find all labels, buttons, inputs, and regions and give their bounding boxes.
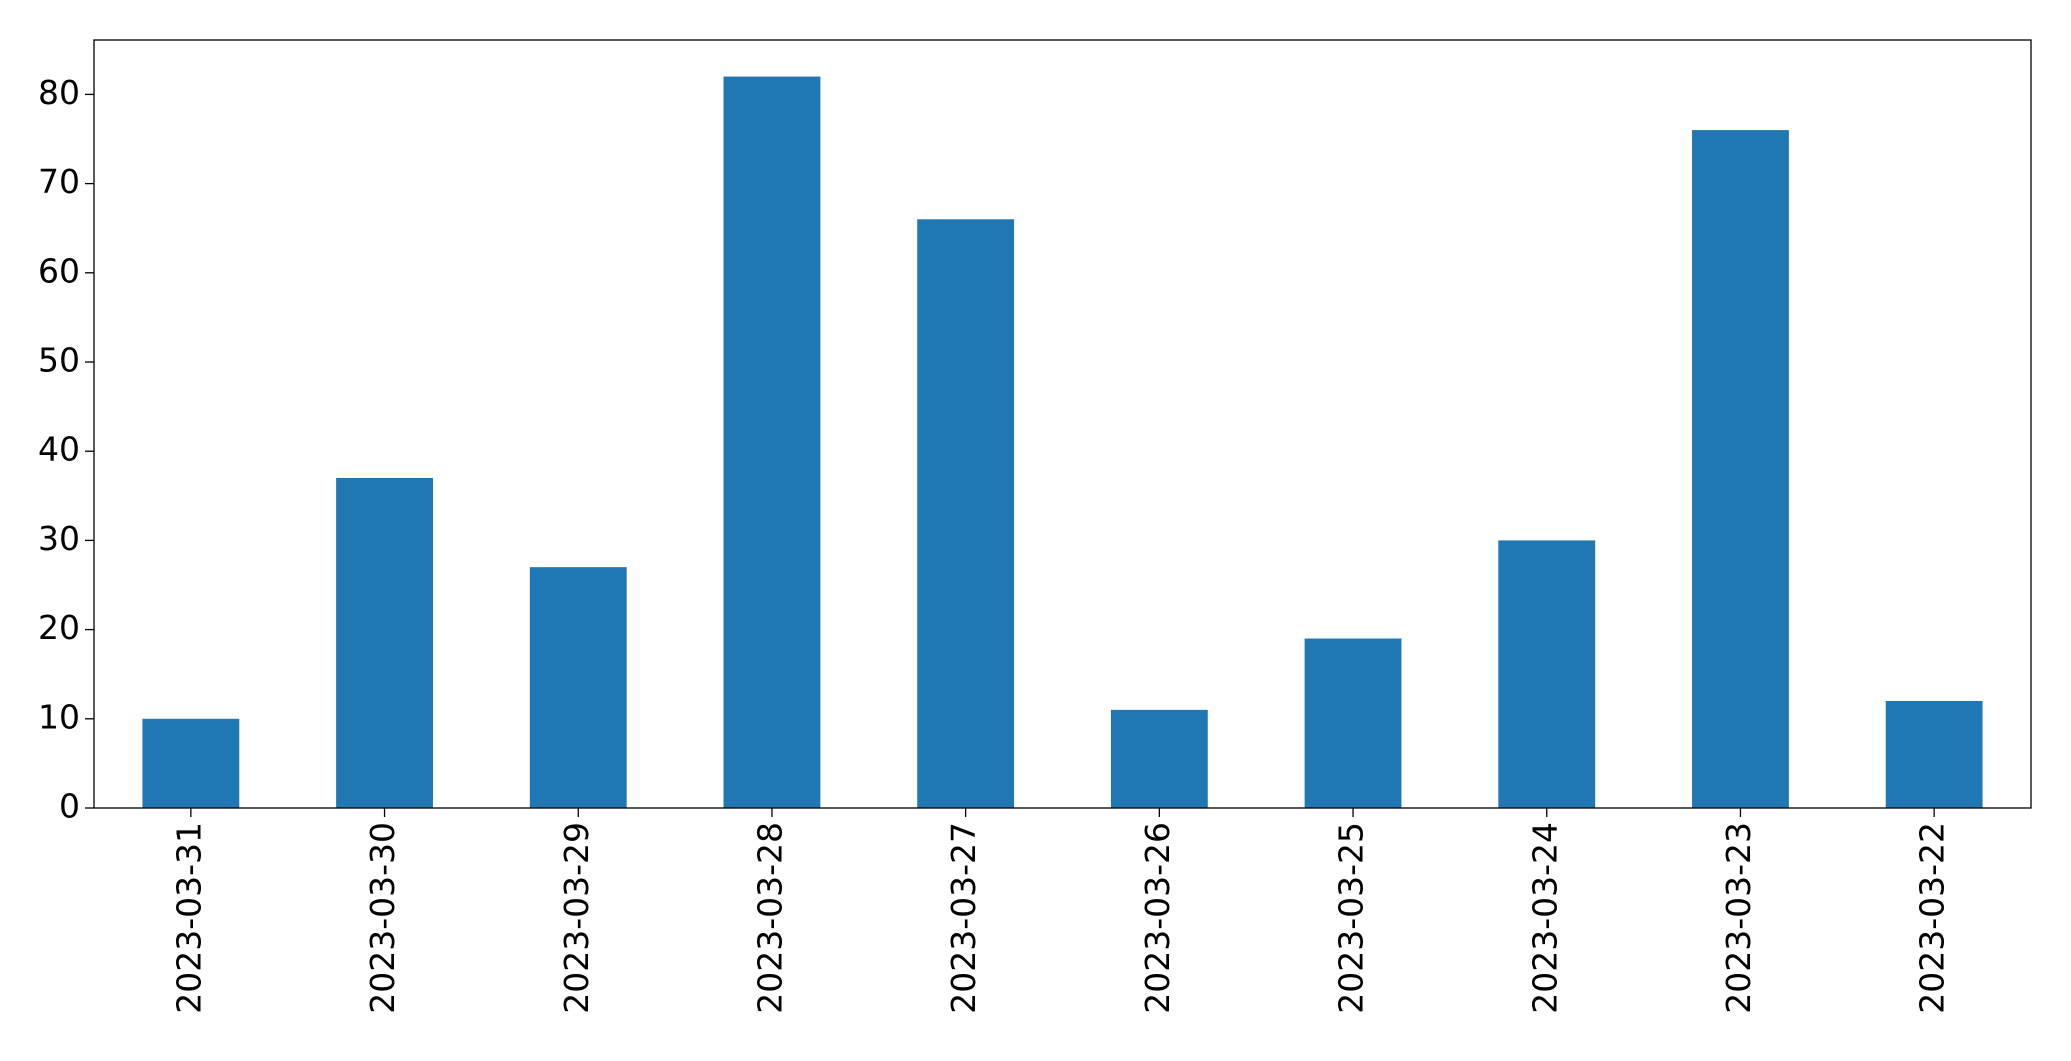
x-tick-label: 2023-03-29 (557, 822, 596, 1014)
bar (1110, 709, 1208, 808)
y-tick-label: 10 (38, 697, 80, 736)
x-tick-label: 2023-03-24 (1525, 822, 1564, 1014)
bar (336, 477, 433, 808)
y-tick-label: 50 (38, 341, 80, 380)
bar (723, 76, 821, 809)
plot-frame (93, 39, 2032, 809)
x-tick-label: 2023-03-30 (363, 822, 402, 1014)
y-tick-label: 20 (38, 608, 80, 647)
bar (142, 718, 240, 808)
x-tick-label: 2023-03-23 (1719, 822, 1758, 1014)
bar (917, 219, 1015, 809)
x-tick-label: 2023-03-26 (1138, 822, 1177, 1014)
y-tick-label: 30 (38, 519, 80, 558)
y-tick-label: 70 (38, 162, 80, 201)
y-tick-label: 0 (59, 787, 80, 826)
y-tick-label: 80 (38, 73, 80, 112)
y-tick-label: 40 (38, 430, 80, 469)
bar (1498, 540, 1596, 808)
bar (529, 567, 627, 808)
x-tick-label: 2023-03-22 (1913, 822, 1952, 1014)
x-tick-label: 2023-03-27 (944, 822, 983, 1014)
bar (1692, 130, 1789, 809)
bar (1304, 638, 1402, 808)
x-tick-label: 2023-03-28 (750, 822, 789, 1014)
x-tick-label: 2023-03-31 (169, 822, 208, 1014)
bar (1885, 700, 1983, 808)
y-tick-label: 60 (38, 251, 80, 290)
x-tick-label: 2023-03-25 (1332, 822, 1371, 1014)
